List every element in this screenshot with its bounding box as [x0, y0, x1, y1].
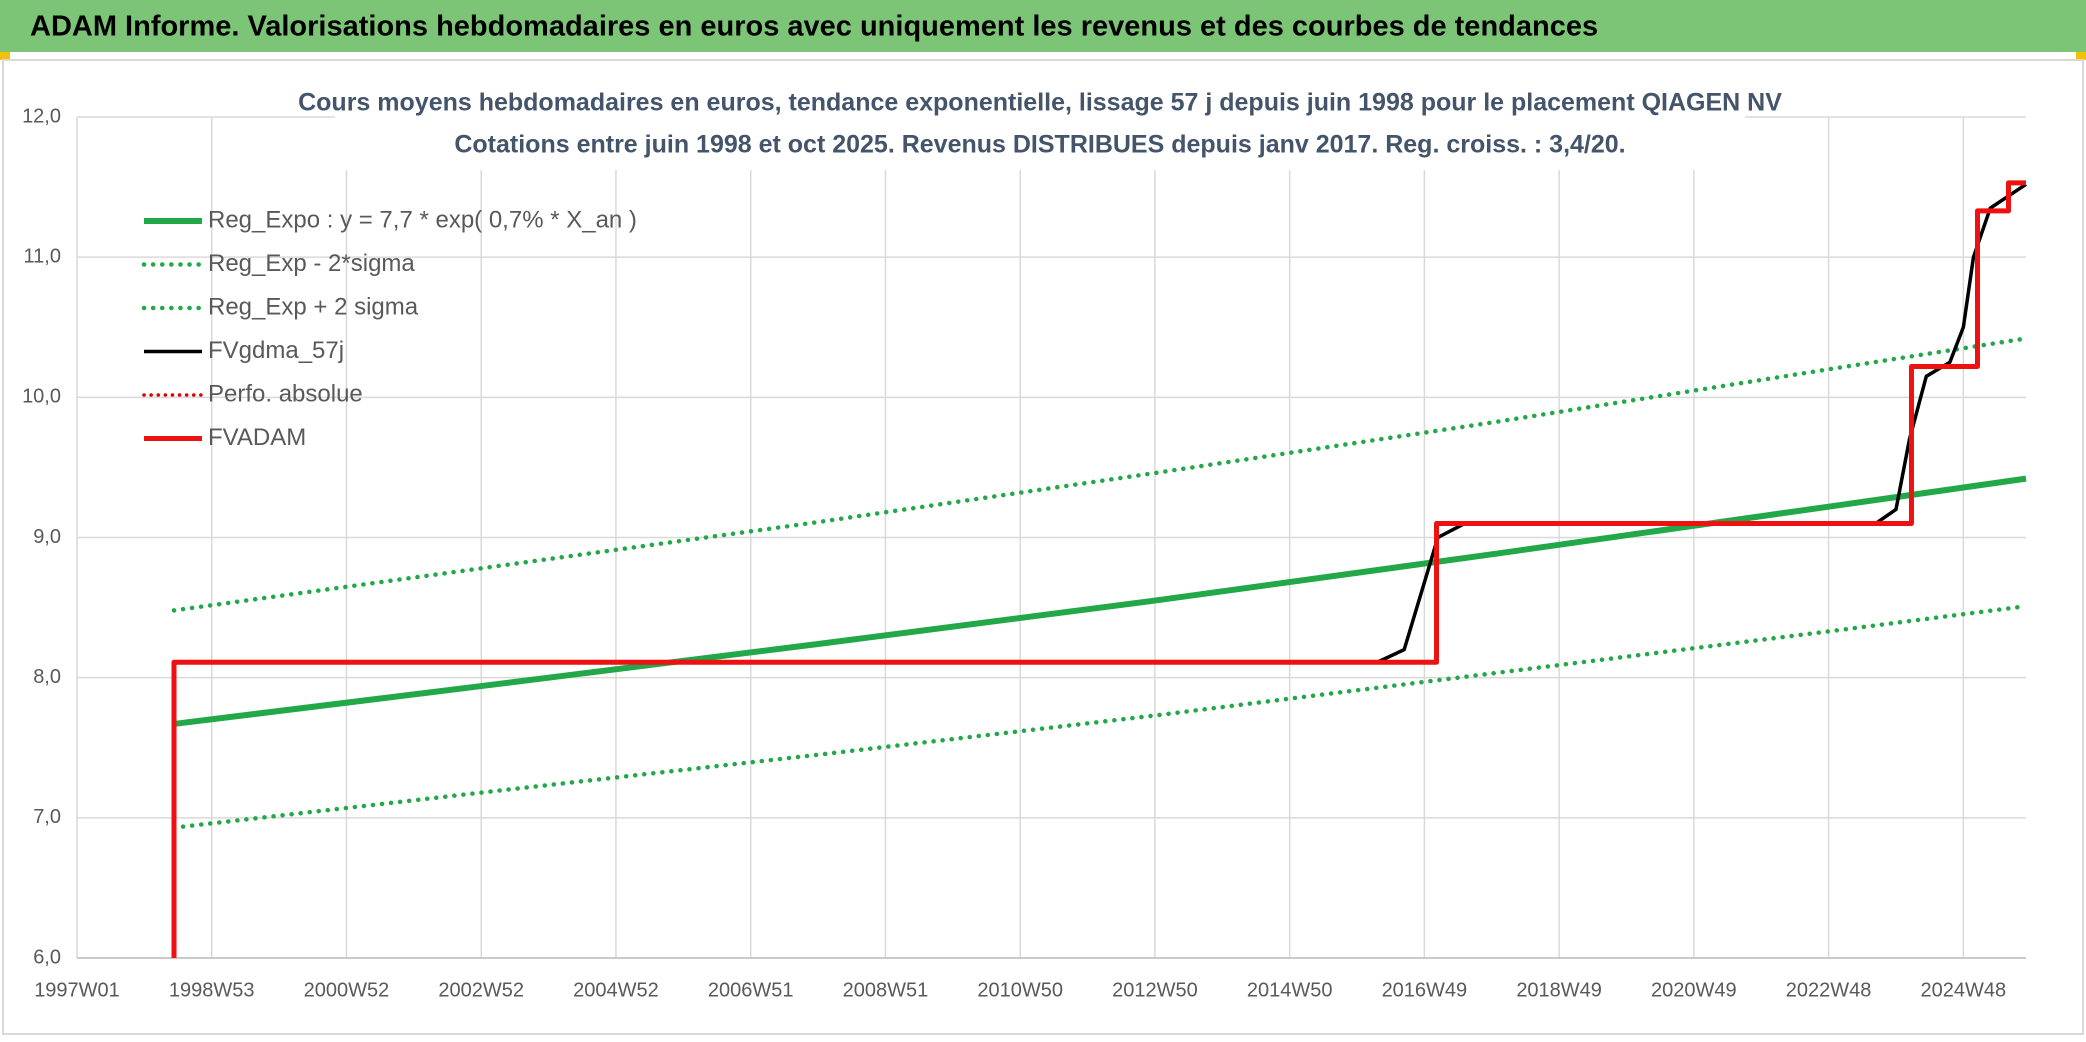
x-tick-label: 2018W49 [1516, 979, 1602, 1001]
y-tick-label: 12,0 [22, 105, 61, 127]
x-tick-label: 2016W49 [1382, 979, 1468, 1001]
y-tick-label: 7,0 [33, 806, 61, 828]
corner [2076, 52, 2086, 60]
legend-label: Reg_Expo : y = 7,7 * exp( 0,7% * X_an ) [208, 206, 637, 233]
plot: 6,0 7,0 8,0 9,0 10,0 11,0 12,0 1997W01 1998W53 20… [22, 105, 2029, 1001]
y-tick-label: 8,0 [33, 666, 61, 688]
corner [0, 52, 10, 60]
x-tick-label: 2002W52 [438, 979, 524, 1001]
x-tick-label: 2006W51 [708, 979, 794, 1001]
x-tick-label: 2010W50 [977, 979, 1063, 1001]
y-tick-label: 6,0 [33, 946, 61, 968]
x-tick-label: 1998W53 [169, 979, 255, 1001]
legend-label: Perfo. absolue [208, 380, 363, 407]
x-tick-label: 2014W50 [1247, 979, 1333, 1001]
x-tick-label: 2004W52 [573, 979, 659, 1001]
x-tick-label: 2024W48 [1921, 979, 2007, 1001]
legend-label: FVADAM [208, 424, 306, 451]
series-line [171, 603, 2029, 830]
x-tick-label: 2008W51 [843, 979, 929, 1001]
legend-label: Reg_Exp - 2*sigma [208, 250, 415, 277]
header-title: ADAM Informe. Valorisations hebdomadaire… [30, 11, 1598, 43]
legend-label: Reg_Exp + 2 sigma [208, 293, 419, 320]
chart-title: Cours moyens hebdomadaires en euros, ten… [298, 89, 1782, 117]
x-tick-label: 2020W49 [1651, 979, 1737, 1001]
legend-label: FVgdma_57j [208, 337, 344, 364]
series-line [171, 180, 2026, 958]
y-tick-label: 10,0 [22, 386, 61, 408]
x-tick-label: 2000W52 [304, 979, 390, 1001]
legend: Reg_Expo : y = 7,7 * exp( 0,7% * X_an ) R… [141, 206, 637, 451]
y-tick-label: 11,0 [24, 245, 61, 267]
header-bar [0, 0, 2086, 52]
x-tick-label: 1997W01 [34, 979, 120, 1001]
title-background [335, 84, 1745, 170]
chart-subtitle: Cotations entre juin 1998 et oct 2025. R… [454, 131, 1625, 159]
x-tick-label: 2022W48 [1786, 979, 1872, 1001]
x-tick-label: 2012W50 [1112, 979, 1198, 1001]
chart-frame [2, 59, 2084, 1035]
y-tick-label: 9,0 [33, 526, 61, 548]
series-line [171, 336, 2029, 613]
series-line [174, 182, 2027, 664]
series-line [173, 475, 2027, 727]
